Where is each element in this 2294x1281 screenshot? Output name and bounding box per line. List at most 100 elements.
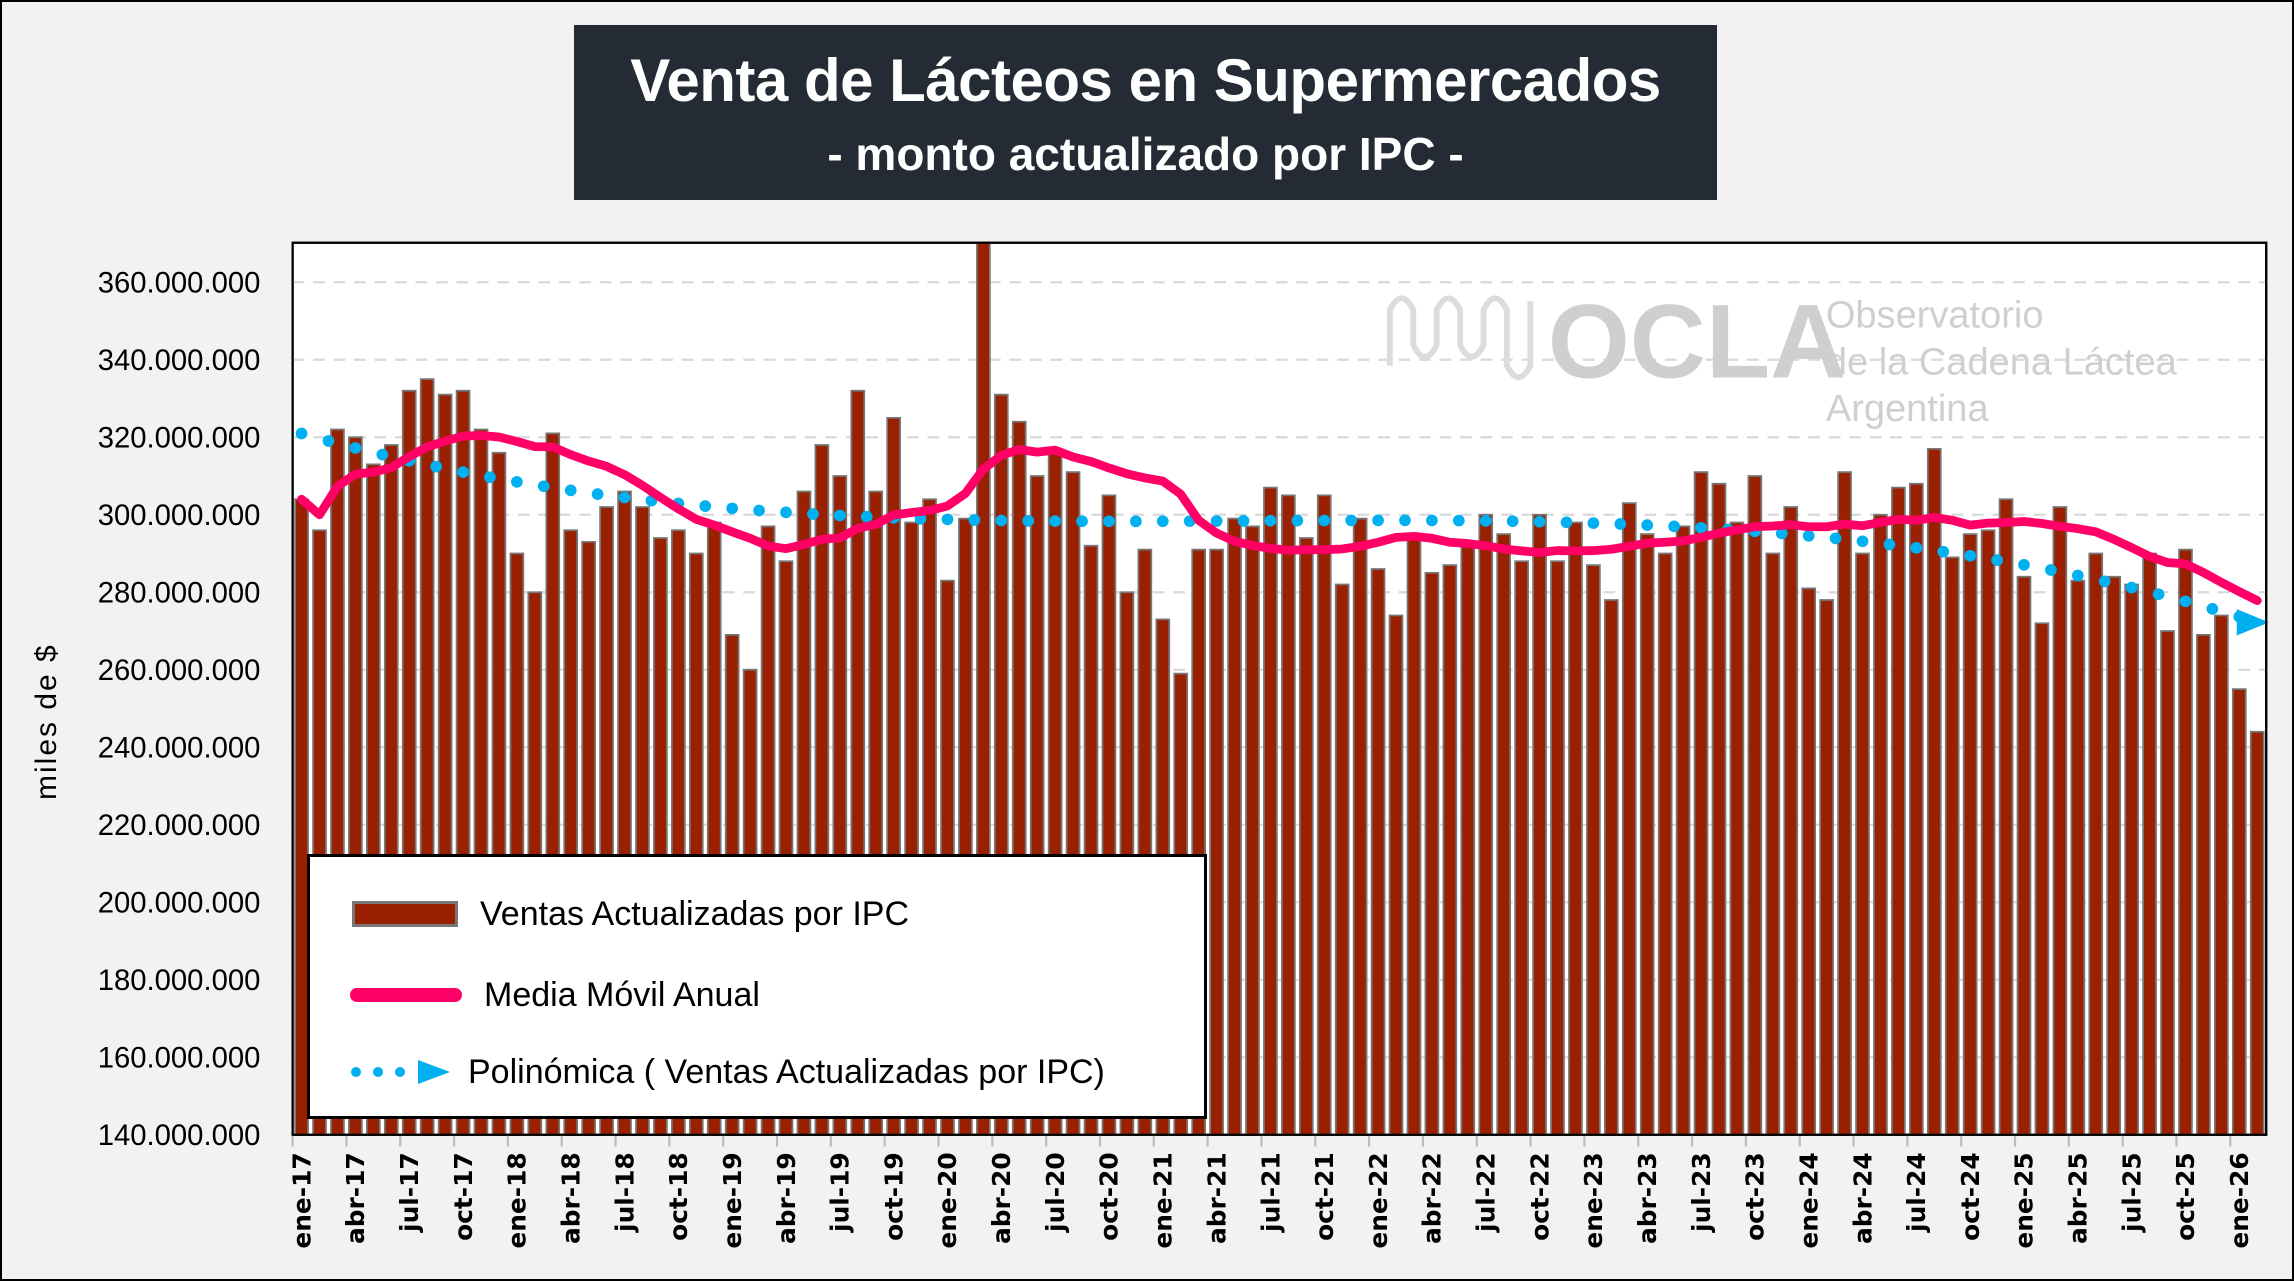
trend-dot [564, 484, 577, 497]
legend-item-polynomial: Polinómica ( Ventas Actualizadas por IPC… [310, 1047, 1105, 1097]
trend-dot [699, 500, 712, 512]
trend-dot [1775, 527, 1788, 540]
x-tick-label: oct-21 [1310, 1152, 1339, 1241]
ocla-logo-wave-icon [1386, 295, 1534, 381]
trend-dot [537, 480, 550, 493]
x-tick-label: abr-23 [1633, 1152, 1662, 1244]
bar [2052, 506, 2068, 1136]
trend-dot [484, 471, 496, 484]
trend-dot [457, 466, 469, 478]
trend-dot [1103, 515, 1115, 528]
bar [2178, 548, 2193, 1136]
x-tick-label: ene-26 [2225, 1152, 2254, 1248]
trend-dot [1614, 518, 1627, 530]
x-tick-label: oct-18 [664, 1152, 693, 1241]
trend-dot [1372, 514, 1384, 527]
bar [2124, 583, 2139, 1136]
trend-dot [1937, 545, 1950, 558]
watermark-line3: Argentina [1826, 388, 1990, 430]
plot-border [291, 241, 2268, 1136]
y-tick-label: 220.000.000 [98, 810, 261, 842]
x-tick-label: abr-20 [987, 1152, 1016, 1244]
bar [1370, 568, 1386, 1136]
trend-dot [2206, 602, 2219, 615]
bar [2106, 575, 2122, 1136]
trend-dot [1695, 521, 1707, 534]
x-axis-ticks: ene-17 abr-17 jul-17 oct-17 ene-18 abr-18 jul-… [287, 1134, 2254, 1249]
bar [1621, 502, 1637, 1136]
trend-dot [591, 488, 604, 500]
bar [1209, 548, 1224, 1136]
trend-dot [1829, 532, 1842, 545]
y-tick-label: 320.000.000 [98, 422, 261, 454]
bar [1352, 517, 1368, 1136]
x-tick-label: abr-19 [772, 1152, 801, 1244]
line-swatch-icon [350, 988, 462, 1002]
bar [1980, 529, 1996, 1136]
trend-dot [511, 476, 523, 488]
watermark-logo-text: OCLA [1548, 283, 1846, 400]
trend-dot [2071, 569, 2084, 582]
trend-dot [2018, 559, 2030, 571]
trend-dot [2152, 588, 2165, 601]
bar [1532, 513, 1547, 1136]
watermark-line1: Observatorio [1826, 295, 2044, 337]
chart-subtitle: - monto actualizado por IPC - [827, 128, 1464, 180]
bar [1747, 475, 1763, 1136]
bar [1424, 571, 1440, 1136]
bar [1568, 521, 1583, 1136]
trend-dot [1049, 515, 1061, 527]
trend-dot [1533, 515, 1546, 528]
bar [1729, 521, 1745, 1136]
chart-title: Venta de Lácteos en Supermercados [630, 47, 1661, 114]
trend-dot [2125, 581, 2138, 594]
legend-item-moving-average: Media Móvil Anual [310, 970, 760, 1020]
trend-dot [349, 442, 362, 454]
bar [2070, 579, 2086, 1136]
x-tick-label: oct-17 [449, 1152, 478, 1241]
trend-dot [376, 448, 389, 461]
bar [1388, 614, 1404, 1136]
bar [1765, 552, 1781, 1136]
legend-label: Media Móvil Anual [484, 975, 760, 1014]
y-tick-label: 300.000.000 [98, 500, 261, 532]
bar [1514, 560, 1529, 1136]
x-tick-label: oct-23 [1741, 1152, 1770, 1241]
trend-dot [2179, 595, 2192, 608]
y-tick-label: 280.000.000 [98, 577, 261, 609]
y-tick-label: 140.000.000 [98, 1120, 261, 1152]
x-tick-label: ene-17 [287, 1152, 316, 1248]
bar [1819, 599, 1834, 1136]
bar [1298, 537, 1314, 1136]
x-tick-label: oct-19 [879, 1152, 908, 1241]
trend-dot [860, 510, 873, 523]
trend-dot [1668, 520, 1680, 533]
x-tick-label: ene-22 [1364, 1152, 1393, 1248]
bar [1783, 506, 1799, 1136]
bar [1675, 525, 1691, 1136]
trend-dot [2098, 575, 2111, 588]
x-tick-label: abr-21 [1202, 1152, 1231, 1244]
ocla-watermark: OCLA Observatorio de la Cadena Láctea Ar… [1386, 283, 2178, 430]
x-tick-label: jul-21 [1256, 1152, 1285, 1233]
trend-dot [2045, 564, 2057, 576]
trend-dot [941, 513, 954, 526]
bar [1496, 533, 1512, 1136]
legend-label: Ventas Actualizadas por IPC [480, 894, 910, 933]
x-tick-label: abr-24 [1848, 1152, 1877, 1244]
trend-dot [295, 427, 308, 440]
trend-dot [1964, 549, 1977, 562]
trend-dot [833, 509, 846, 522]
y-tick-label: 240.000.000 [98, 732, 261, 764]
trend-dot [1641, 519, 1654, 531]
trend-dot [726, 502, 739, 515]
trend-arrow-icon [2236, 609, 2269, 636]
bar [1944, 556, 1960, 1136]
bar [1478, 513, 1494, 1136]
bar [1406, 537, 1422, 1136]
moving-average-line [297, 431, 2262, 605]
trend-dot [1022, 514, 1035, 527]
trend-dot [1345, 514, 1358, 527]
x-tick-label: ene-25 [2010, 1152, 2039, 1248]
bar [2160, 630, 2175, 1136]
